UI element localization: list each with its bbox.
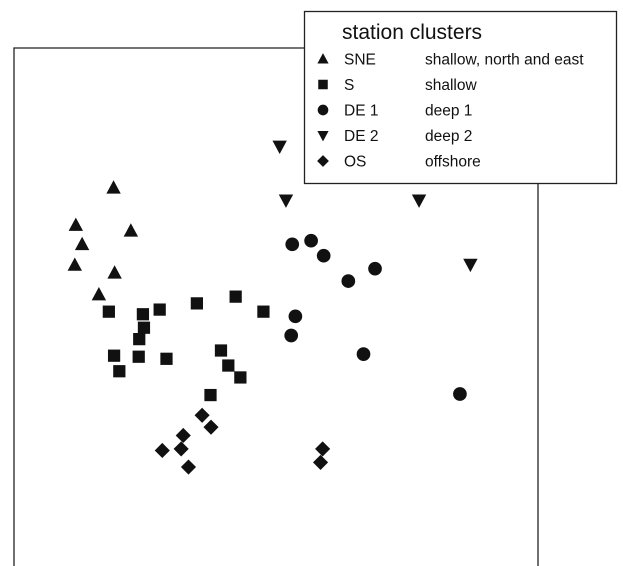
legend-marker-triangle-down xyxy=(317,131,329,142)
data-point-square xyxy=(204,388,217,402)
data-point-square xyxy=(153,303,166,316)
legend-code: S xyxy=(344,77,354,94)
data-point-square xyxy=(113,365,126,378)
data-point-diamond xyxy=(312,454,329,470)
legend-description: deep 1 xyxy=(425,103,472,120)
legend-marker-square xyxy=(318,79,328,90)
legend-description: offshore xyxy=(425,154,481,171)
data-point-square xyxy=(222,359,235,372)
data-points xyxy=(67,140,478,475)
data-point-diamond xyxy=(173,441,189,457)
series-de-1 xyxy=(284,233,467,401)
data-point-triangle-down xyxy=(278,194,294,208)
legend-code: OS xyxy=(344,154,366,171)
series-de-2 xyxy=(272,140,478,273)
legend-description: shallow, north and east xyxy=(425,52,584,69)
data-point-circle xyxy=(284,328,299,343)
data-point-circle xyxy=(341,274,356,288)
legend-marker-diamond xyxy=(317,155,329,167)
data-point-circle xyxy=(356,347,371,361)
series-sne xyxy=(67,180,139,301)
data-point-diamond xyxy=(180,459,197,475)
legend-code: DE 1 xyxy=(344,103,378,120)
data-point-square xyxy=(234,371,247,384)
data-point-triangle-up xyxy=(106,180,121,194)
data-point-circle xyxy=(304,233,318,248)
data-point-triangle-up xyxy=(68,217,84,231)
legend-marker-circle xyxy=(317,104,329,116)
legend-box xyxy=(303,10,618,185)
data-point-circle xyxy=(453,387,467,401)
data-point-triangle-up xyxy=(107,265,122,279)
legend-title: station clusters xyxy=(342,21,482,44)
data-point-triangle-up xyxy=(91,287,107,301)
series-os xyxy=(154,407,331,475)
data-point-circle xyxy=(285,237,300,252)
legend-entry: DE 2 deep 2 xyxy=(317,128,472,145)
data-point-diamond xyxy=(154,442,170,459)
data-point-square xyxy=(229,290,242,303)
data-point-diamond xyxy=(175,427,191,444)
legend-entry: SNE shallow, north and east xyxy=(317,52,584,69)
data-point-circle xyxy=(368,261,382,276)
data-point-circle xyxy=(316,248,331,263)
legend-description: shallow xyxy=(425,77,477,94)
legend-marker-triangle-up xyxy=(317,53,329,64)
data-point-triangle-up xyxy=(123,223,139,237)
plot-frame xyxy=(13,47,539,566)
legend-code: SNE xyxy=(344,52,376,69)
data-point-square xyxy=(257,305,270,318)
data-point-diamond xyxy=(203,419,219,435)
data-point-square xyxy=(132,350,145,363)
data-point-triangle-down xyxy=(463,258,478,273)
series-s xyxy=(102,290,270,402)
legend-entry: DE 1 deep 1 xyxy=(317,103,472,120)
data-point-diamond xyxy=(315,441,331,457)
legend: station clusters SNE shallow, north and e… xyxy=(303,10,618,185)
data-point-square xyxy=(107,349,121,362)
data-point-square xyxy=(133,332,146,346)
data-point-square xyxy=(160,352,173,365)
data-point-diamond xyxy=(194,407,210,423)
data-point-square xyxy=(137,321,151,334)
data-point-triangle-down xyxy=(411,194,427,208)
data-point-square xyxy=(136,308,150,321)
data-point-triangle-down xyxy=(272,140,287,154)
legend-code: DE 2 xyxy=(344,128,378,145)
data-point-circle xyxy=(288,309,303,324)
data-point-triangle-up xyxy=(74,236,90,251)
legend-description: deep 2 xyxy=(425,128,472,145)
data-point-square xyxy=(214,344,228,357)
legend-entries: SNE shallow, north and east S shallow DE 1 de… xyxy=(317,52,584,171)
data-point-square xyxy=(102,305,115,318)
data-point-square xyxy=(190,297,203,310)
data-point-triangle-up xyxy=(67,257,82,271)
legend-entry: OS offshore xyxy=(317,154,481,171)
